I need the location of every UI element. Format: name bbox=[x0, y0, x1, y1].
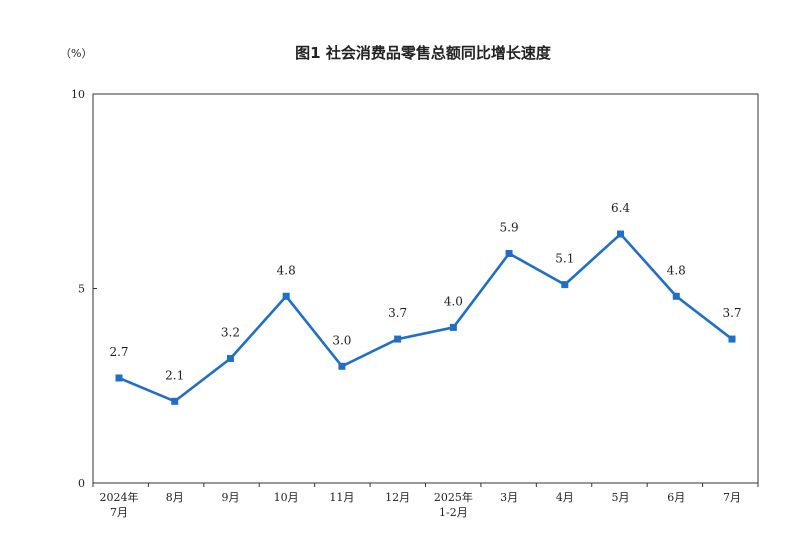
data-point bbox=[171, 397, 179, 405]
y-axis: 0 5 10 bbox=[71, 88, 97, 490]
x-tick-label: 12月 bbox=[385, 491, 410, 504]
data-point bbox=[338, 362, 346, 370]
series-line bbox=[118, 232, 733, 403]
y-tick-label: 0 bbox=[78, 477, 85, 490]
y-tick-label: 5 bbox=[78, 283, 85, 296]
data-label: 3.7 bbox=[388, 306, 407, 320]
data-label: 4.0 bbox=[444, 294, 463, 308]
data-point bbox=[282, 292, 290, 300]
data-label: 5.9 bbox=[500, 220, 519, 234]
x-tick-label: 2024年 bbox=[100, 490, 139, 504]
y-unit-label: （%） bbox=[60, 47, 92, 60]
data-point bbox=[561, 281, 569, 289]
x-tick-label: 6月 bbox=[667, 491, 685, 504]
x-tick-label: 5月 bbox=[612, 491, 630, 504]
y-tick-label: 10 bbox=[71, 88, 85, 101]
x-tick-label: 7月 bbox=[110, 506, 128, 519]
x-tick-label: 1-2月 bbox=[439, 506, 468, 519]
data-point bbox=[617, 230, 625, 238]
series-layer: 2.7 2.1 3.2 4.8 3.0 3.7 4.0 5.9 5.1 6.4 4.8 3.7 bbox=[109, 201, 742, 405]
x-axis: 2024年 7月 8月 9月 10月 11月 12月 2025年 1-2月 3月 4月 5月 6月 7月 bbox=[92, 483, 759, 519]
data-label: 3.0 bbox=[332, 333, 351, 347]
data-label: 4.8 bbox=[277, 263, 296, 277]
data-point bbox=[449, 323, 457, 331]
plot-frame bbox=[92, 93, 759, 484]
data-label: 3.7 bbox=[722, 306, 741, 320]
x-tick-label: 11月 bbox=[329, 491, 354, 504]
x-tick-label: 9月 bbox=[221, 491, 239, 504]
x-tick-label: 4月 bbox=[556, 491, 574, 504]
x-tick-label: 7月 bbox=[723, 491, 741, 504]
x-tick-label: 2025年 bbox=[434, 490, 473, 504]
data-point bbox=[394, 335, 402, 343]
x-tick-label: 8月 bbox=[166, 491, 184, 504]
data-label: 3.2 bbox=[221, 326, 240, 340]
x-tick-label: 10月 bbox=[274, 491, 299, 504]
x-tick-label: 3月 bbox=[500, 491, 518, 504]
data-label: 2.1 bbox=[165, 368, 184, 382]
chart-title: 图1 社会消费品零售总额同比增长速度 bbox=[295, 44, 552, 62]
data-point bbox=[115, 374, 123, 382]
data-point bbox=[672, 292, 680, 300]
data-point bbox=[505, 249, 513, 257]
data-label: 5.1 bbox=[555, 252, 574, 266]
data-label: 4.8 bbox=[667, 263, 686, 277]
data-label: 6.4 bbox=[611, 201, 630, 215]
data-point bbox=[728, 335, 736, 343]
data-point bbox=[226, 355, 234, 363]
data-label: 2.7 bbox=[109, 345, 128, 359]
